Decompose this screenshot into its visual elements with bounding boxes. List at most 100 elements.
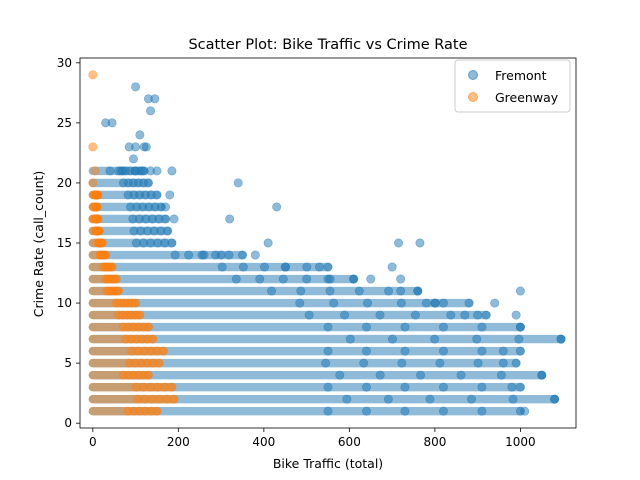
fremont-point <box>537 370 547 380</box>
fremont-point <box>456 370 466 380</box>
fremont-point <box>477 406 487 416</box>
plot-area <box>88 70 566 416</box>
fremont-point <box>231 274 241 284</box>
fremont-point <box>323 346 333 356</box>
fremont-point <box>170 250 180 260</box>
fremont-point <box>260 262 270 272</box>
fremont-point <box>165 190 175 200</box>
fremont-point <box>152 190 162 200</box>
greenway-point <box>107 262 117 272</box>
x-axis-ticks: 0 200 400 600 800 1000 <box>89 428 536 449</box>
fremont-point <box>400 406 410 416</box>
fremont-point <box>375 310 385 320</box>
fremont-point <box>217 262 227 272</box>
fremont-point <box>394 238 404 248</box>
fremont-point <box>400 346 410 356</box>
fremont-point <box>507 382 517 392</box>
fremont-point <box>438 322 448 332</box>
chart-title: Scatter Plot: Bike Traffic vs Crime Rate <box>188 37 467 53</box>
greenway-point <box>90 226 100 236</box>
fremont-point <box>349 274 359 284</box>
greenway-point <box>167 382 177 392</box>
fremont-point <box>250 250 260 260</box>
fremont-point <box>128 154 138 164</box>
fremont-band-y9 <box>88 310 491 320</box>
greenway-point <box>88 70 98 80</box>
fremont-point <box>237 250 247 260</box>
fremont-point <box>375 370 385 380</box>
fremont-point <box>225 214 235 224</box>
fremont-band-y6 <box>88 346 525 356</box>
x-tick-label: 600 <box>338 435 361 449</box>
fremont-point <box>146 106 156 116</box>
legend-label-greenway: Greenway <box>495 90 559 105</box>
x-tick-label: 1000 <box>505 435 536 449</box>
fremont-band-y11 <box>88 286 422 296</box>
fremont-point <box>498 346 508 356</box>
y-axis-label: Crime Rate (call_count) <box>31 171 46 318</box>
greenway-point <box>143 370 153 380</box>
fremont-point <box>150 94 160 104</box>
greenway-point <box>91 190 101 200</box>
fremont-point <box>325 286 335 296</box>
fremont-band-y2 <box>88 394 559 404</box>
fremont-point <box>397 358 407 368</box>
fremont-point <box>255 274 265 284</box>
fremont-point <box>361 346 371 356</box>
fremont-point <box>387 262 397 272</box>
fremont-point <box>511 358 521 368</box>
fremont-point <box>477 346 487 356</box>
fremont-point <box>477 382 487 392</box>
fremont-point <box>473 310 483 320</box>
fremont-point <box>515 346 525 356</box>
fremont-point <box>167 166 177 176</box>
fremont-point <box>515 322 525 332</box>
fremont-point <box>152 166 162 176</box>
fremont-point <box>410 310 420 320</box>
fremont-point <box>361 406 371 416</box>
greenway-point <box>101 250 111 260</box>
fremont-point <box>496 370 506 380</box>
fremont-point <box>438 382 448 392</box>
greenway-point <box>148 334 158 344</box>
greenway-point <box>89 202 99 212</box>
fremont-point <box>113 166 123 176</box>
legend-marker-greenway <box>468 92 478 102</box>
fremont-point <box>335 370 345 380</box>
fremont-point <box>430 298 440 308</box>
fremont-point <box>384 286 394 296</box>
fremont-point <box>511 310 521 320</box>
fremont-point <box>184 250 194 260</box>
fremont-point <box>302 274 312 284</box>
fremont-point <box>556 334 566 344</box>
fremont-point <box>363 298 373 308</box>
legend-marker-fremont <box>468 70 478 80</box>
fremont-point <box>498 358 508 368</box>
fremont-point <box>161 214 171 224</box>
fremont-band-y12 <box>88 274 358 284</box>
greenway-point <box>131 298 141 308</box>
fremont-point <box>131 82 141 92</box>
fremont-point <box>314 262 324 272</box>
fremont-point <box>167 238 177 248</box>
fremont-point <box>323 322 333 332</box>
fremont-point <box>323 274 333 284</box>
x-tick-label: 800 <box>423 435 446 449</box>
fremont-point <box>438 298 448 308</box>
fremont-band-y5 <box>88 358 521 368</box>
fremont-point <box>383 394 393 404</box>
legend-label-fremont: Fremont <box>495 68 547 83</box>
fremont-point <box>342 394 352 404</box>
fremont-point <box>446 310 456 320</box>
y-tick-label: 20 <box>57 176 72 190</box>
y-tick-label: 30 <box>57 56 72 70</box>
greenway-point <box>88 142 98 152</box>
greenway-point <box>169 394 179 404</box>
greenway-point <box>88 178 98 188</box>
fremont-point <box>464 298 474 308</box>
fremont-band-y1 <box>88 406 525 416</box>
fremont-point <box>340 310 350 320</box>
series-greenway <box>88 70 179 416</box>
fremont-point <box>354 286 364 296</box>
fremont-point <box>430 334 440 344</box>
